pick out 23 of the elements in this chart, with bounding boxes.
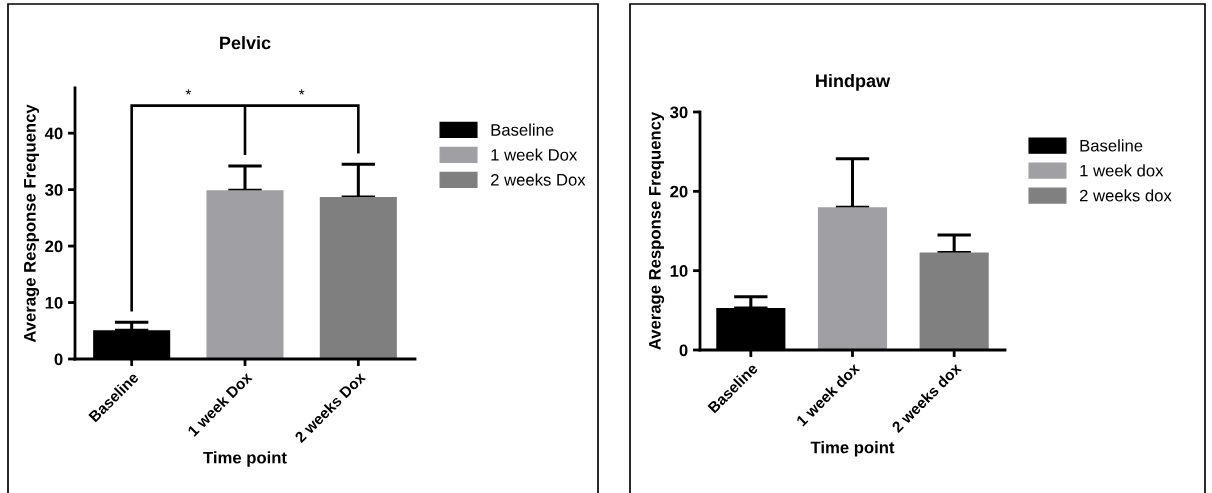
x-axis-title: Time point [203, 451, 287, 467]
chart-title: Hindpaw [816, 73, 891, 91]
y-tick-label: 20 [670, 185, 688, 198]
legend-label: Baseline [1080, 139, 1143, 152]
legend-label: 1 week Dox [491, 148, 578, 161]
y-tick-label: 40 [44, 127, 63, 140]
x-axis-title: Time point [810, 441, 895, 457]
y-tick-label: 0 [54, 353, 63, 366]
y-tick-label: 30 [670, 106, 688, 119]
y-tick-label: 10 [45, 296, 63, 309]
y-tick-label: 10 [670, 265, 688, 277]
annotation: * [185, 89, 192, 95]
annotation: * [298, 89, 305, 95]
legend-label: 2 weeks Dox [491, 173, 586, 186]
legend-label: Baseline [491, 123, 554, 136]
y-tick-label: 20 [45, 240, 63, 253]
y-axis-title: Average Response Frequency [649, 111, 665, 350]
chart-title: Pelvic [220, 36, 271, 50]
y-tick-label: 30 [45, 184, 63, 196]
y-axis-title: Average Response Frequency [24, 104, 40, 343]
legend-label: 1 week dox [1080, 164, 1164, 177]
y-tick-label: 0 [679, 344, 688, 357]
legend-label: 2 weeks dox [1079, 189, 1172, 202]
